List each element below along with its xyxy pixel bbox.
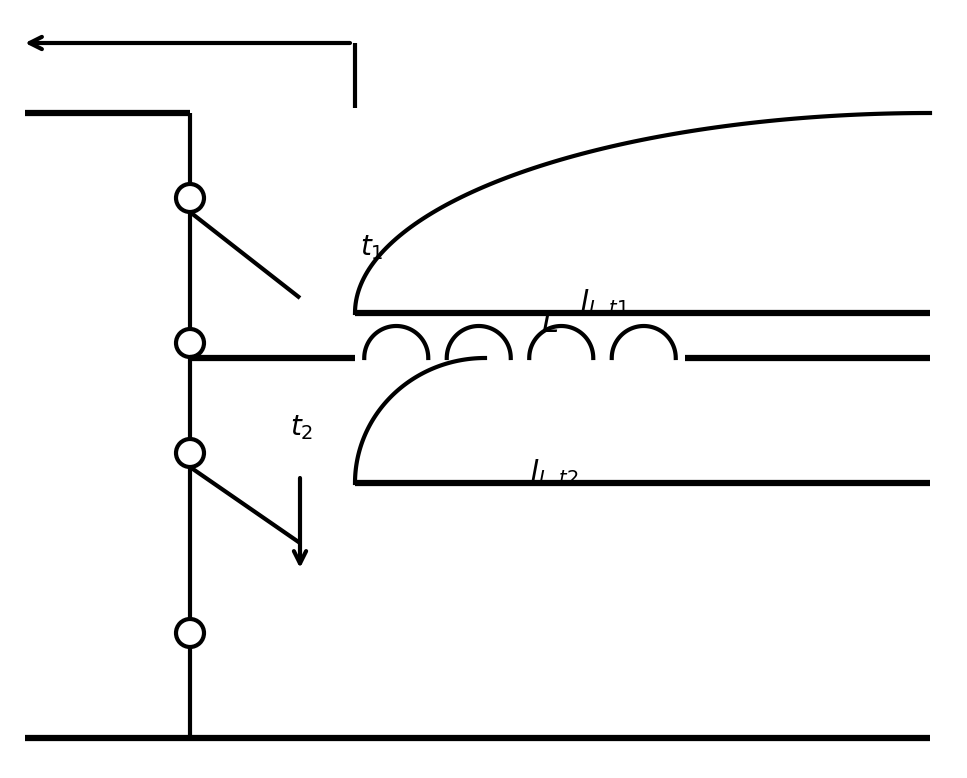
Text: $I_{L,t2}$: $I_{L,t2}$ [530,457,579,489]
Text: $t_2$: $t_2$ [290,414,313,443]
Text: $t_1$: $t_1$ [360,233,384,262]
Text: $L$: $L$ [542,309,559,338]
Text: $I_{L,t1}$: $I_{L,t1}$ [580,287,630,319]
